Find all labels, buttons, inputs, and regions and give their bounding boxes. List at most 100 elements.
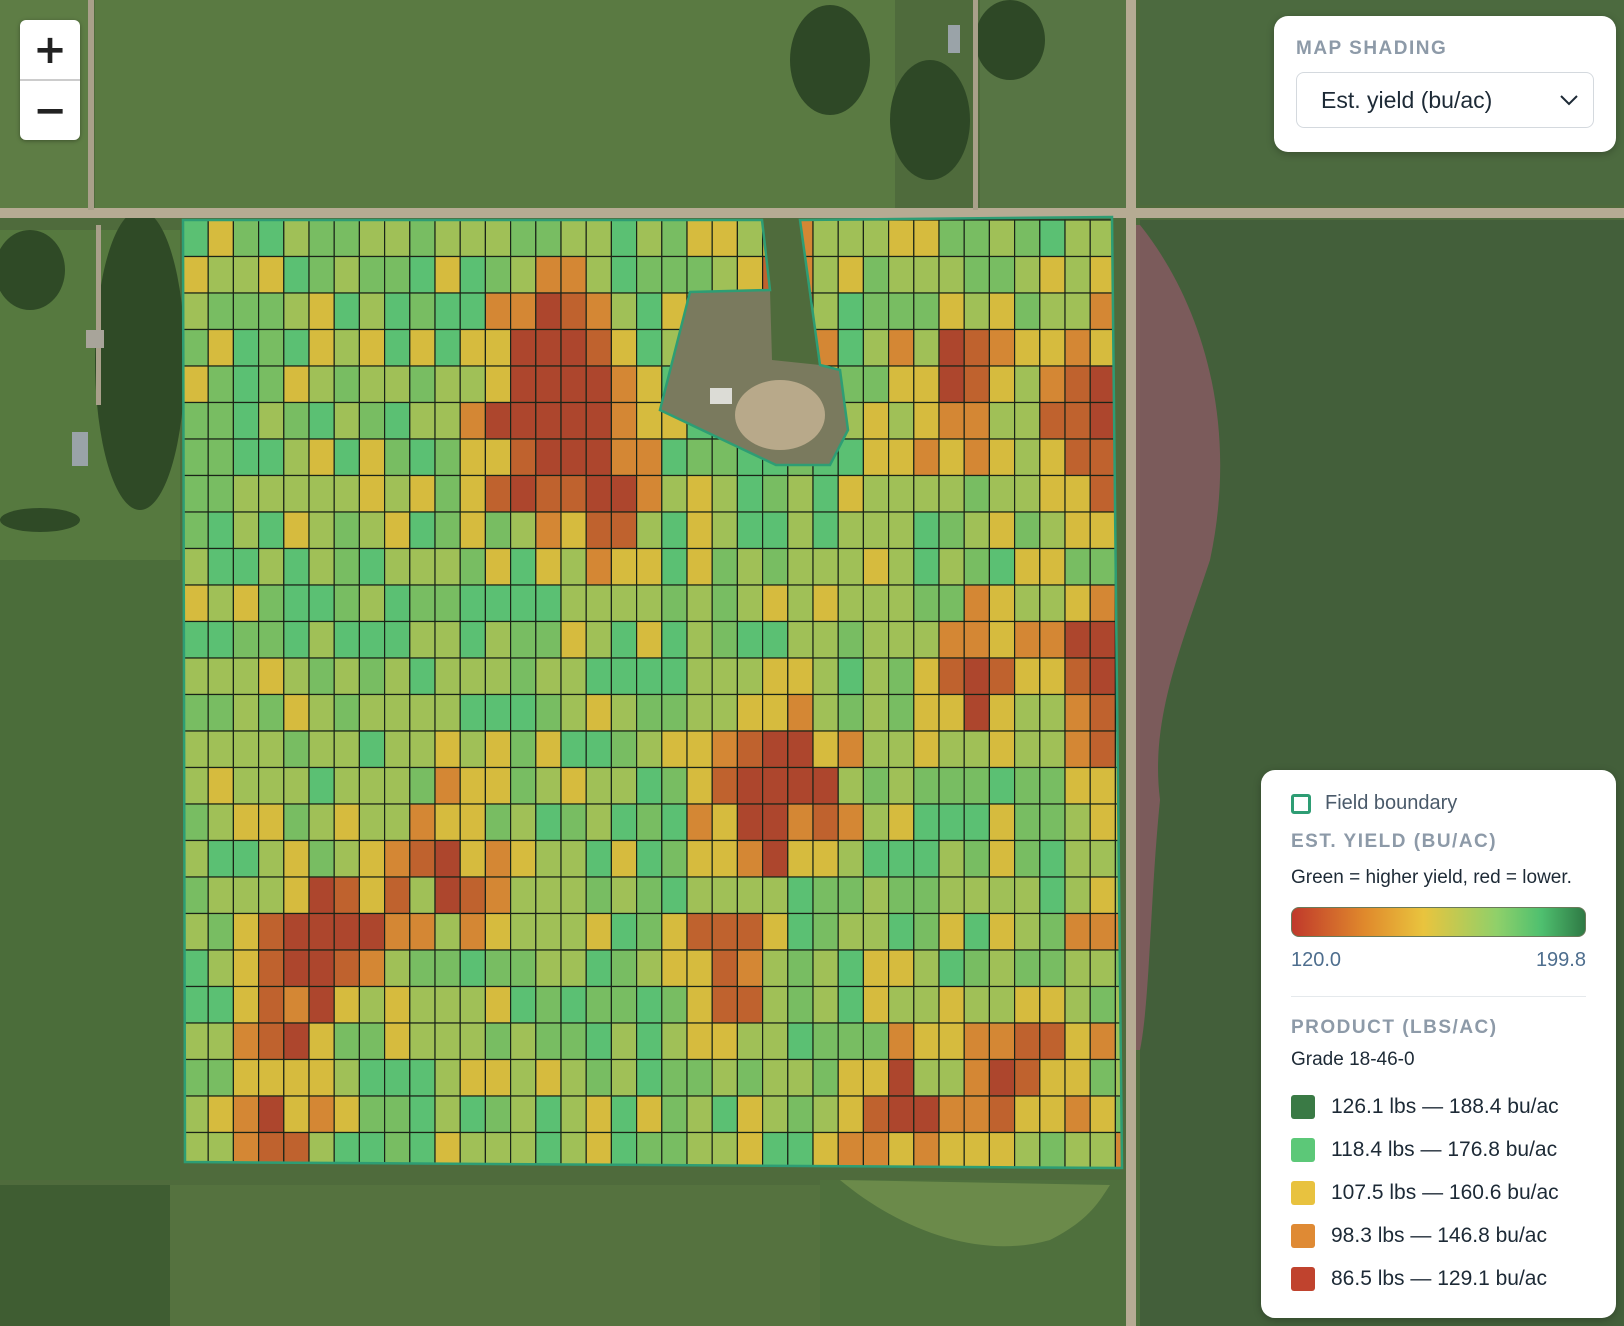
zoom-out-button[interactable]: − [33,87,67,134]
yield-cell [358,438,386,477]
zoom-control: + − [20,20,80,140]
shading-select-value: Est. yield (bu/ac) [1321,86,1493,113]
yield-cell [711,912,739,951]
yield-cell [736,693,764,732]
yield-cell [661,255,688,294]
yield-cell [308,693,335,732]
yield-cell [837,292,865,331]
yield-cell [686,438,713,477]
yield-cell [938,693,965,732]
yield-cell [812,949,839,988]
yield-cell [1089,1058,1116,1097]
yield-cell [484,657,512,696]
yield-cell [358,730,386,769]
yield-cell [459,839,487,878]
yield-cell [837,657,865,696]
yield-cell [308,949,335,988]
yield-cell [484,511,512,550]
yield-cell [510,1058,537,1097]
yield-cell [384,438,411,477]
yield-cell [1013,1095,1041,1134]
yield-cell [585,1058,613,1097]
yield-cell [434,693,461,732]
yield-cell [207,292,234,331]
yield-cell [283,620,310,659]
yield-cell [812,876,839,915]
yield-cell [963,985,991,1024]
yield-cell [560,438,587,477]
yield-cell [686,474,713,513]
yield-cell [358,766,386,805]
yield-cell [963,620,991,659]
yield-cell [1039,328,1066,367]
yield-cell [333,255,361,294]
yield-cell [283,511,310,550]
yield-cell [207,985,234,1024]
yield-cell [484,365,512,404]
yield-cell [787,876,814,915]
yield-cell [635,511,663,550]
yield-cell [434,511,461,550]
yield-cell [459,474,487,513]
yield-cell [560,365,587,404]
yield-cell [409,693,436,732]
yield-cell [1039,1022,1066,1061]
yield-cell [585,511,613,550]
yield-cell [409,949,436,988]
yield-cell [384,219,411,258]
yield-cell [661,1131,688,1168]
yield-cell [484,876,512,915]
yield-cell [837,912,865,951]
yield-cell [661,511,688,550]
yield-cell [736,803,764,842]
yield-cell [409,657,436,696]
yield-cell [585,328,613,367]
class-label: 107.5 lbs — 160.6 bu/ac [1331,1180,1559,1204]
yield-cell [1089,292,1116,331]
yield-cell [183,803,209,842]
yield-cell [1064,547,1091,586]
shading-select[interactable]: Est. yield (bu/ac) [1296,72,1594,128]
yield-cell [560,219,587,258]
yield-cell [207,1022,234,1061]
yield-cell [887,985,915,1024]
yield-cell [787,657,814,696]
yield-cell [308,657,335,696]
yield-cell [711,985,739,1024]
yield-cell [434,219,461,258]
yield-cell [963,584,991,623]
yield-cell [409,1131,436,1168]
yield-cell [484,438,512,477]
yield-cell [761,803,789,842]
yield-cell [837,438,865,477]
yield-cell [409,912,436,951]
yield-cell [283,1022,310,1061]
yield-cell [787,985,814,1024]
yield-cell [333,803,361,842]
yield-cell [913,657,940,696]
yield-cell [661,693,688,732]
legend-yield-desc: Green = higher yield, red = lower. [1291,867,1572,888]
yield-cell [988,1095,1016,1134]
yield-cell [1064,401,1091,440]
yield-cell [333,657,361,696]
yield-cell [560,803,587,842]
yield-cell [510,1095,537,1134]
yield-cell [1013,438,1041,477]
yield-cell [207,766,234,805]
yield-cell [1039,438,1066,477]
zoom-in-button[interactable]: + [33,26,67,73]
yield-cell [384,328,411,367]
yield-cell [988,365,1016,404]
yield-cell [635,438,663,477]
yield-cell [560,292,587,331]
yield-cell [787,803,814,842]
yield-cell [535,1095,562,1134]
yield-cell [207,474,234,513]
yield-cell [711,584,739,623]
yield-cell [1114,1022,1122,1061]
yield-cell [913,1022,940,1061]
yield-cell [232,401,260,440]
yield-cell [963,511,991,550]
yield-cell [358,584,386,623]
